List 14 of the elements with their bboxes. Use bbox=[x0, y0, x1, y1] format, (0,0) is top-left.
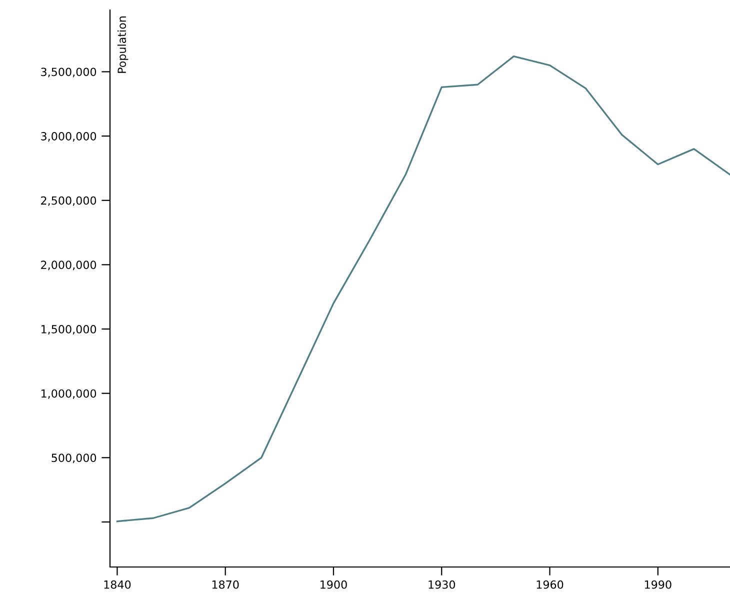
y-tick-label: 2,000,000 bbox=[41, 260, 96, 270]
y-tick-label: 3,500,000 bbox=[41, 68, 96, 78]
x-tick-label: 1960 bbox=[536, 580, 564, 589]
x-tick-label: 1990 bbox=[644, 580, 672, 589]
y-tick-label: 500,000 bbox=[52, 454, 96, 464]
x-tick-label: 1930 bbox=[428, 580, 456, 589]
y-tick-label: 3,000,000 bbox=[41, 132, 96, 142]
y-axis-title: Population bbox=[117, 16, 128, 73]
x-tick-label: 1840 bbox=[104, 580, 131, 589]
x-tick-label: 1870 bbox=[212, 580, 239, 589]
y-tick-label: 2,500,000 bbox=[41, 196, 96, 206]
x-tick-label: 1900 bbox=[320, 580, 347, 589]
y-tick-label: 1,500,000 bbox=[41, 324, 96, 335]
y-tick-label: 1,000,000 bbox=[41, 389, 96, 399]
